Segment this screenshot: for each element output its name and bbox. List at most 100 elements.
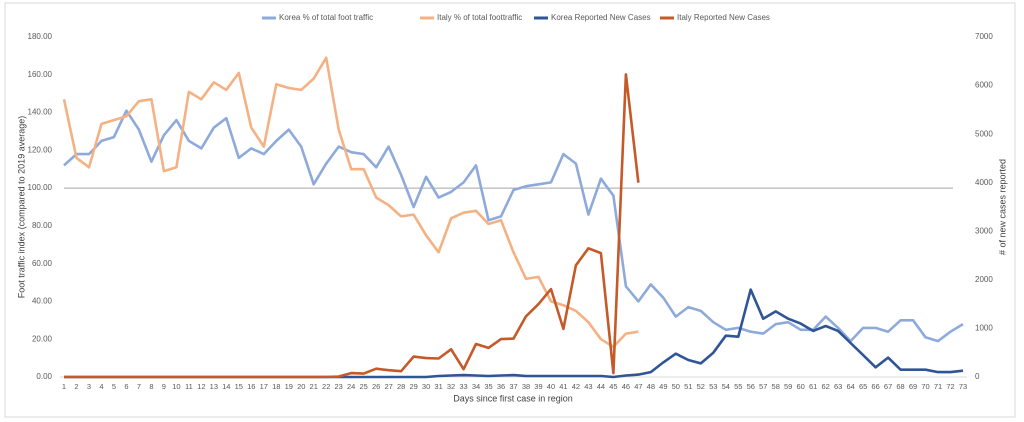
x-tick-label: 1: [62, 382, 66, 391]
x-tick-label: 18: [272, 382, 280, 391]
x-tick-label: 63: [834, 382, 842, 391]
x-tick-label: 31: [434, 382, 442, 391]
y2-tick-label: 1000: [975, 324, 993, 333]
x-tick-label: 43: [584, 382, 592, 391]
x-tick-label: 56: [747, 382, 755, 391]
y-tick-label: 120.00: [28, 145, 53, 154]
x-tick-label: 53: [709, 382, 717, 391]
x-tick-label: 14: [222, 382, 230, 391]
x-tick-label: 5: [112, 382, 116, 391]
y-tick-label: 0.00: [36, 372, 52, 381]
x-tick-label: 66: [871, 382, 879, 391]
x-tick-label: 26: [372, 382, 380, 391]
y2-tick-label: 0: [975, 372, 980, 381]
x-tick-label: 54: [722, 382, 730, 391]
x-tick-label: 62: [821, 382, 829, 391]
x-tick-label: 7: [137, 382, 141, 391]
legend-label: Italy % of total foottraffic: [437, 13, 522, 22]
x-tick-label: 10: [172, 382, 180, 391]
x-tick-label: 12: [197, 382, 205, 391]
x-tick-label: 38: [522, 382, 530, 391]
x-tick-label: 65: [859, 382, 867, 391]
x-tick-label: 33: [459, 382, 467, 391]
y-axis-title: Foot traffic index (compared to 2019 ave…: [16, 116, 26, 298]
x-tick-label: 15: [235, 382, 243, 391]
x-tick-label: 57: [759, 382, 767, 391]
y-tick-label: 160.00: [28, 70, 53, 79]
x-tick-label: 13: [210, 382, 218, 391]
y2-axis-title: # of new cases reported: [997, 159, 1007, 255]
y-tick-label: 80.00: [32, 221, 53, 230]
x-tick-label: 25: [359, 382, 367, 391]
x-tick-label: 11: [185, 382, 193, 391]
x-tick-label: 47: [634, 382, 642, 391]
y2-tick-label: 7000: [975, 32, 993, 41]
x-tick-label: 70: [921, 382, 929, 391]
x-tick-label: 50: [672, 382, 680, 391]
x-tick-label: 24: [347, 382, 355, 391]
x-tick-label: 73: [959, 382, 967, 391]
x-tick-label: 64: [846, 382, 854, 391]
x-tick-label: 16: [247, 382, 255, 391]
series-line: [64, 73, 640, 379]
x-tick-label: 8: [149, 382, 153, 391]
x-tick-label: 40: [547, 382, 555, 391]
x-tick-label: 2: [74, 382, 78, 391]
x-tick-label: 68: [896, 382, 904, 391]
x-tick-label: 19: [285, 382, 293, 391]
x-tick-label: 36: [497, 382, 505, 391]
x-tick-label: 42: [572, 382, 580, 391]
y2-tick-label: 6000: [975, 81, 993, 90]
x-tick-label: 72: [946, 382, 954, 391]
series-line: [62, 56, 639, 349]
x-tick-label: 71: [934, 382, 942, 391]
y-tick-label: 40.00: [32, 297, 53, 306]
x-tick-label: 55: [734, 382, 742, 391]
x-tick-label: 51: [684, 382, 692, 391]
x-tick-label: 34: [472, 382, 480, 391]
y-tick-label: 20.00: [32, 334, 53, 343]
x-tick-label: 46: [622, 382, 630, 391]
y2-tick-label: 2000: [975, 275, 993, 284]
legend-label: Italy Reported New Cases: [677, 13, 770, 22]
y2-tick-label: 3000: [975, 226, 993, 235]
y-tick-label: 60.00: [32, 259, 53, 268]
x-tick-label: 39: [534, 382, 542, 391]
x-tick-label: 17: [260, 382, 268, 391]
y-tick-label: 100.00: [28, 183, 53, 192]
x-tick-label: 3: [87, 382, 91, 391]
x-tick-label: 29: [409, 382, 417, 391]
x-axis-title: Days since first case in region: [453, 393, 573, 403]
x-tick-label: 44: [597, 382, 605, 391]
x-tick-label: 22: [322, 382, 330, 391]
x-tick-label: 23: [335, 382, 343, 391]
x-tick-label: 58: [772, 382, 780, 391]
y2-tick-label: 5000: [975, 129, 993, 138]
x-tick-label: 20: [297, 382, 305, 391]
x-tick-label: 60: [797, 382, 805, 391]
x-tick-label: 37: [509, 382, 517, 391]
y2-tick-label: 4000: [975, 178, 993, 187]
x-tick-label: 21: [310, 382, 318, 391]
x-tick-label: 67: [884, 382, 892, 391]
x-tick-label: 6: [124, 382, 128, 391]
x-tick-label: 35: [484, 382, 492, 391]
x-tick-label: 4: [99, 382, 103, 391]
x-tick-label: 52: [697, 382, 705, 391]
x-tick-label: 49: [659, 382, 667, 391]
legend-label: Korea Reported New Cases: [551, 13, 651, 22]
x-tick-label: 41: [559, 382, 567, 391]
x-tick-label: 45: [609, 382, 617, 391]
x-tick-label: 27: [384, 382, 392, 391]
legend-label: Korea % of total foot traffic: [279, 13, 373, 22]
x-tick-label: 59: [784, 382, 792, 391]
x-tick-label: 61: [809, 382, 817, 391]
x-tick-label: 30: [422, 382, 430, 391]
x-tick-label: 9: [162, 382, 166, 391]
x-tick-label: 48: [647, 382, 655, 391]
x-tick-label: 69: [909, 382, 917, 391]
y-tick-label: 180.00: [28, 32, 53, 41]
chart-frame: [4, 2, 1016, 418]
